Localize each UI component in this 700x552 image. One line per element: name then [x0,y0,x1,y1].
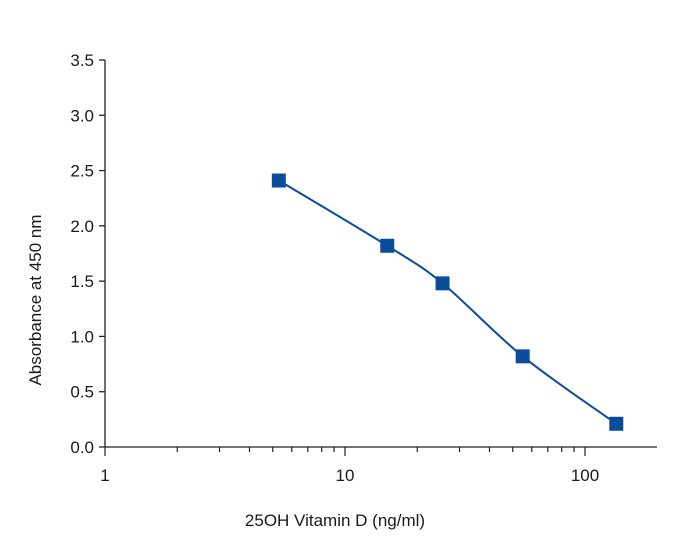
data-points [271,173,624,431]
x-tick-label: 100 [571,466,599,485]
y-tick-label: 0.5 [70,383,94,402]
x-axis: 1 10 100 [100,446,657,485]
data-point-marker [380,238,395,253]
data-point-marker [609,416,624,431]
y-axis: 0.0 0.5 1.0 1.5 2.0 2.5 3.0 3.5 [70,51,106,457]
y-tick-label: 1.0 [70,327,94,346]
data-point-marker [435,276,450,291]
data-point-marker [515,349,530,364]
x-tick-label: 1 [100,466,109,485]
y-tick-label: 0.0 [70,438,94,457]
y-tick-label: 3.5 [70,51,94,70]
y-tick-label: 1.5 [70,272,94,291]
data-point-marker [271,173,286,188]
x-ticks: 1 10 100 [100,447,599,485]
y-ticks: 0.0 0.5 1.0 1.5 2.0 2.5 3.0 3.5 [70,51,105,457]
y-tick-label: 2.5 [70,162,94,181]
y-axis-title: Absorbance at 450 nm [26,214,45,385]
fit-curve [278,179,617,425]
y-tick-label: 3.0 [70,106,94,125]
y-tick-label: 2.0 [70,217,94,236]
x-tick-label: 10 [336,466,355,485]
x-axis-title: 25OH Vitamin D (ng/ml) [245,511,425,530]
